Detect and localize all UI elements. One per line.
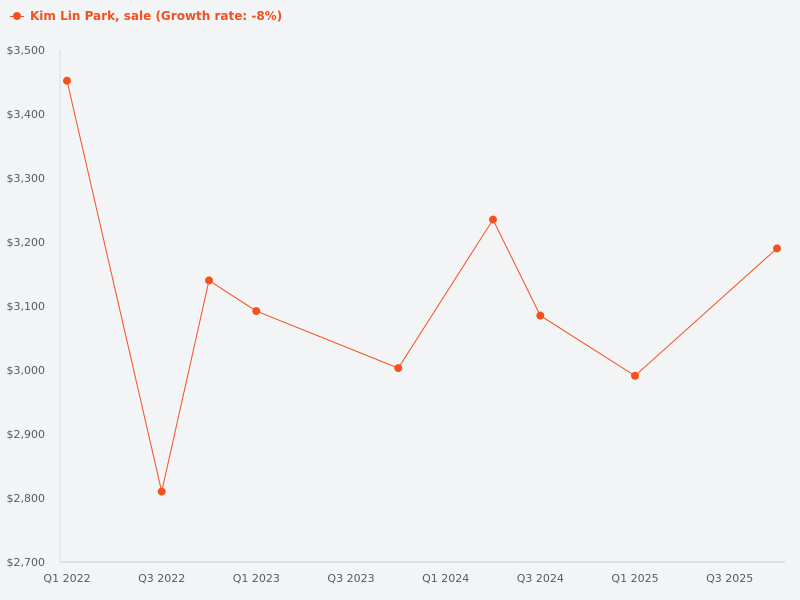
data-point bbox=[205, 276, 213, 285]
x-tick-label: Q3 2025 bbox=[706, 572, 753, 585]
data-point bbox=[489, 215, 497, 224]
x-tick-label: Q1 2023 bbox=[233, 572, 280, 585]
data-point bbox=[536, 311, 545, 320]
x-tick-label: Q1 2024 bbox=[422, 572, 469, 585]
legend-label: Kim Lin Park, sale (Growth rate: -8%) bbox=[30, 9, 283, 23]
data-point bbox=[394, 364, 403, 373]
data-point bbox=[631, 371, 639, 380]
series-line bbox=[66, 80, 778, 492]
x-tick-label: Q3 2022 bbox=[138, 572, 185, 585]
data-point bbox=[63, 76, 71, 85]
legend[interactable]: Kim Lin Park, sale (Growth rate: -8%) bbox=[10, 9, 282, 23]
y-tick-label: $3,100 bbox=[7, 300, 46, 313]
x-tick-label: Q1 2022 bbox=[43, 572, 90, 585]
data-point bbox=[773, 244, 781, 253]
y-tick-label: $3,500 bbox=[7, 44, 46, 57]
y-tick-label: $3,400 bbox=[7, 108, 46, 121]
y-tick-label: $2,900 bbox=[7, 428, 46, 441]
y-tick-label: $3,300 bbox=[7, 172, 46, 185]
y-tick-label: $3,200 bbox=[7, 236, 46, 249]
data-point bbox=[157, 487, 166, 496]
x-tick-label: Q1 2025 bbox=[611, 572, 658, 585]
x-tick-label: Q3 2024 bbox=[517, 572, 564, 585]
data-point bbox=[252, 307, 261, 316]
y-tick-label: $2,800 bbox=[7, 492, 46, 505]
legend-marker-icon bbox=[10, 11, 24, 21]
y-tick-label: $3,000 bbox=[7, 364, 46, 377]
x-tick-label: Q3 2023 bbox=[327, 572, 374, 585]
y-tick-label: $2,700 bbox=[7, 556, 46, 569]
